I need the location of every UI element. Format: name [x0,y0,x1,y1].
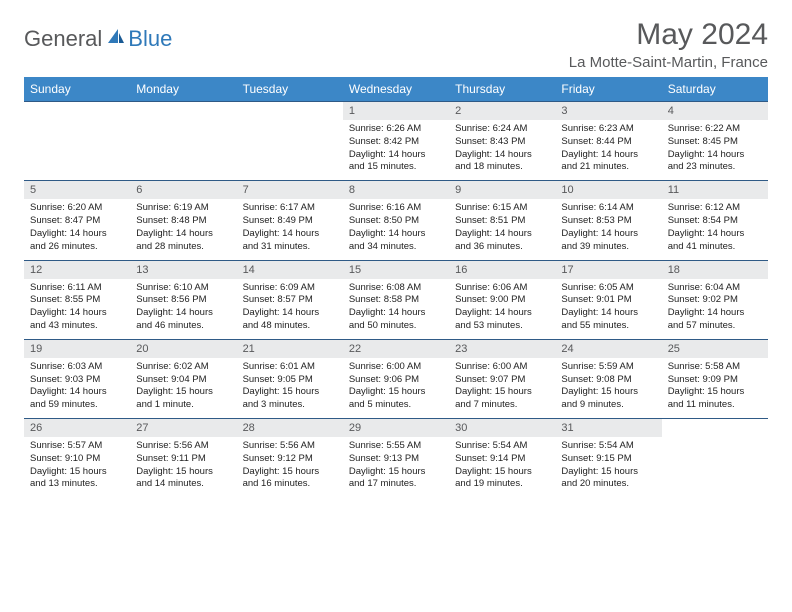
day-number-row: 262728293031 [24,419,768,438]
day-number-cell: 12 [24,260,130,279]
day-detail-cell: Sunrise: 6:19 AM Sunset: 8:48 PM Dayligh… [130,199,236,260]
day-detail-cell: Sunrise: 6:24 AM Sunset: 8:43 PM Dayligh… [449,120,555,181]
day-detail-cell: Sunrise: 5:55 AM Sunset: 9:13 PM Dayligh… [343,437,449,497]
day-header-row: Sunday Monday Tuesday Wednesday Thursday… [24,77,768,102]
day-detail-cell: Sunrise: 6:06 AM Sunset: 9:00 PM Dayligh… [449,279,555,340]
day-number-cell: 11 [662,181,768,200]
day-detail-cell: Sunrise: 5:57 AM Sunset: 9:10 PM Dayligh… [24,437,130,497]
day-detail-row: Sunrise: 6:11 AM Sunset: 8:55 PM Dayligh… [24,279,768,340]
day-detail-row: Sunrise: 5:57 AM Sunset: 9:10 PM Dayligh… [24,437,768,497]
day-detail-cell: Sunrise: 6:26 AM Sunset: 8:42 PM Dayligh… [343,120,449,181]
day-number-cell: 17 [555,260,661,279]
day-detail-cell: Sunrise: 5:56 AM Sunset: 9:11 PM Dayligh… [130,437,236,497]
day-detail-cell: Sunrise: 6:16 AM Sunset: 8:50 PM Dayligh… [343,199,449,260]
day-number-cell [237,102,343,121]
day-number-cell: 22 [343,339,449,358]
day-detail-cell: Sunrise: 6:08 AM Sunset: 8:58 PM Dayligh… [343,279,449,340]
day-number-row: 12131415161718 [24,260,768,279]
day-header: Thursday [449,77,555,102]
calendar-table: Sunday Monday Tuesday Wednesday Thursday… [24,77,768,497]
day-detail-cell: Sunrise: 6:15 AM Sunset: 8:51 PM Dayligh… [449,199,555,260]
logo-text-blue: Blue [128,26,172,52]
logo-text-general: General [24,26,102,52]
day-detail-cell: Sunrise: 5:54 AM Sunset: 9:15 PM Dayligh… [555,437,661,497]
month-title: May 2024 [569,18,768,52]
day-number-cell: 31 [555,419,661,438]
location: La Motte-Saint-Martin, France [569,54,768,71]
day-detail-cell [237,120,343,181]
day-detail-cell: Sunrise: 6:00 AM Sunset: 9:07 PM Dayligh… [449,358,555,419]
day-number-cell: 15 [343,260,449,279]
day-number-cell: 14 [237,260,343,279]
day-detail-cell: Sunrise: 5:59 AM Sunset: 9:08 PM Dayligh… [555,358,661,419]
day-header: Saturday [662,77,768,102]
day-number-cell: 28 [237,419,343,438]
day-detail-cell: Sunrise: 6:14 AM Sunset: 8:53 PM Dayligh… [555,199,661,260]
day-number-cell: 26 [24,419,130,438]
day-detail-cell: Sunrise: 6:11 AM Sunset: 8:55 PM Dayligh… [24,279,130,340]
day-number-cell: 4 [662,102,768,121]
day-number-cell [662,419,768,438]
day-number-cell: 18 [662,260,768,279]
day-number-cell: 20 [130,339,236,358]
day-number-cell: 29 [343,419,449,438]
day-detail-cell: Sunrise: 6:23 AM Sunset: 8:44 PM Dayligh… [555,120,661,181]
day-detail-cell [662,437,768,497]
day-header: Sunday [24,77,130,102]
day-detail-cell: Sunrise: 6:12 AM Sunset: 8:54 PM Dayligh… [662,199,768,260]
day-number-cell: 1 [343,102,449,121]
day-number-cell: 25 [662,339,768,358]
day-detail-cell: Sunrise: 6:05 AM Sunset: 9:01 PM Dayligh… [555,279,661,340]
day-number-cell: 19 [24,339,130,358]
day-number-cell: 7 [237,181,343,200]
day-header: Friday [555,77,661,102]
day-number-row: 1234 [24,102,768,121]
day-detail-cell: Sunrise: 6:02 AM Sunset: 9:04 PM Dayligh… [130,358,236,419]
day-number-cell: 3 [555,102,661,121]
title-block: May 2024 La Motte-Saint-Martin, France [569,18,768,71]
day-number-cell: 27 [130,419,236,438]
day-number-cell: 8 [343,181,449,200]
day-number-row: 19202122232425 [24,339,768,358]
day-number-cell [24,102,130,121]
day-detail-cell: Sunrise: 6:09 AM Sunset: 8:57 PM Dayligh… [237,279,343,340]
day-number-cell: 9 [449,181,555,200]
logo: General Blue [24,18,172,52]
day-number-cell: 21 [237,339,343,358]
header: General Blue May 2024 La Motte-Saint-Mar… [24,18,768,71]
day-detail-cell: Sunrise: 6:00 AM Sunset: 9:06 PM Dayligh… [343,358,449,419]
day-detail-cell: Sunrise: 6:22 AM Sunset: 8:45 PM Dayligh… [662,120,768,181]
day-header: Tuesday [237,77,343,102]
day-number-cell: 30 [449,419,555,438]
day-number-cell [130,102,236,121]
day-detail-row: Sunrise: 6:20 AM Sunset: 8:47 PM Dayligh… [24,199,768,260]
day-detail-cell: Sunrise: 6:20 AM Sunset: 8:47 PM Dayligh… [24,199,130,260]
day-number-cell: 6 [130,181,236,200]
day-number-row: 567891011 [24,181,768,200]
day-detail-cell: Sunrise: 6:10 AM Sunset: 8:56 PM Dayligh… [130,279,236,340]
day-number-cell: 23 [449,339,555,358]
day-header: Monday [130,77,236,102]
day-detail-row: Sunrise: 6:03 AM Sunset: 9:03 PM Dayligh… [24,358,768,419]
day-detail-cell: Sunrise: 6:01 AM Sunset: 9:05 PM Dayligh… [237,358,343,419]
day-detail-cell: Sunrise: 5:54 AM Sunset: 9:14 PM Dayligh… [449,437,555,497]
sail-icon [106,27,126,52]
day-detail-cell [130,120,236,181]
day-detail-cell: Sunrise: 6:03 AM Sunset: 9:03 PM Dayligh… [24,358,130,419]
day-detail-row: Sunrise: 6:26 AM Sunset: 8:42 PM Dayligh… [24,120,768,181]
day-number-cell: 2 [449,102,555,121]
day-number-cell: 10 [555,181,661,200]
day-header: Wednesday [343,77,449,102]
day-detail-cell: Sunrise: 5:56 AM Sunset: 9:12 PM Dayligh… [237,437,343,497]
day-detail-cell: Sunrise: 6:04 AM Sunset: 9:02 PM Dayligh… [662,279,768,340]
day-detail-cell: Sunrise: 6:17 AM Sunset: 8:49 PM Dayligh… [237,199,343,260]
day-number-cell: 16 [449,260,555,279]
day-detail-cell: Sunrise: 5:58 AM Sunset: 9:09 PM Dayligh… [662,358,768,419]
day-number-cell: 24 [555,339,661,358]
day-detail-cell [24,120,130,181]
day-number-cell: 13 [130,260,236,279]
day-number-cell: 5 [24,181,130,200]
